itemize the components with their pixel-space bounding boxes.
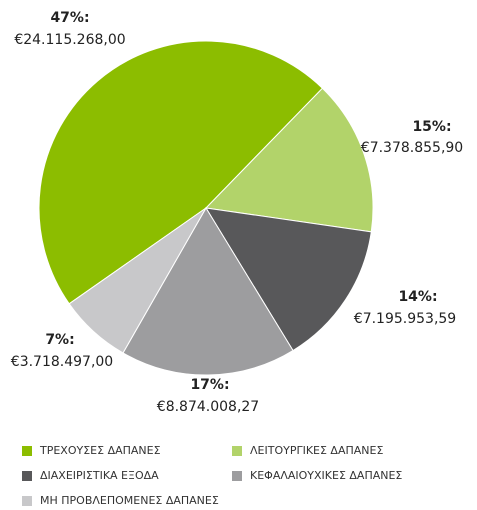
- value-label: 47%:: [50, 10, 89, 26]
- amount-label: €8.874.008,27: [157, 399, 259, 415]
- pie-slice: [68, 207, 207, 354]
- value-label: 14%:: [398, 289, 437, 305]
- value-label: 17%:: [190, 377, 229, 393]
- amount-label: €3.718.497,00: [11, 354, 113, 370]
- pie-slice: [204, 87, 374, 233]
- legend-swatch: [22, 446, 32, 456]
- legend-label: ΜΗ ΠΡΟΒΛΕΠΟΜΕΝΕΣ ΔΑΠΑΝΕΣ: [40, 494, 219, 507]
- legend-swatch: [22, 496, 32, 506]
- legend-label: ΤΡΕΧΟΥΣΕΣ ΔΑΠΑΝΕΣ: [39, 444, 161, 457]
- pie-slice: [38, 40, 324, 305]
- pie-slice: [205, 207, 372, 352]
- amount-label: €7.378.855,90: [361, 140, 463, 156]
- legend-label: ΔΙΑΧΕΙΡΙΣΤΙΚΑ ΕΞΟΔΑ: [40, 469, 159, 482]
- value-label: 15%:: [412, 119, 451, 135]
- legend-swatch: [232, 446, 242, 456]
- pie-slice: [122, 207, 294, 376]
- amount-label: €24.115.268,00: [14, 32, 125, 48]
- legend-swatch: [22, 471, 32, 481]
- legend-label: ΛΕΙΤΟΥΡΓΙΚΕΣ ΔΑΠΑΝΕΣ: [250, 444, 383, 457]
- amount-label: €7.195.953,59: [354, 311, 456, 327]
- legend-label: ΚΕΦΑΛΑΙΟΥΧΙΚΕΣ ΔΑΠΑΝΕΣ: [250, 469, 402, 482]
- value-label: 7%:: [45, 332, 74, 348]
- legend-swatch: [232, 471, 242, 481]
